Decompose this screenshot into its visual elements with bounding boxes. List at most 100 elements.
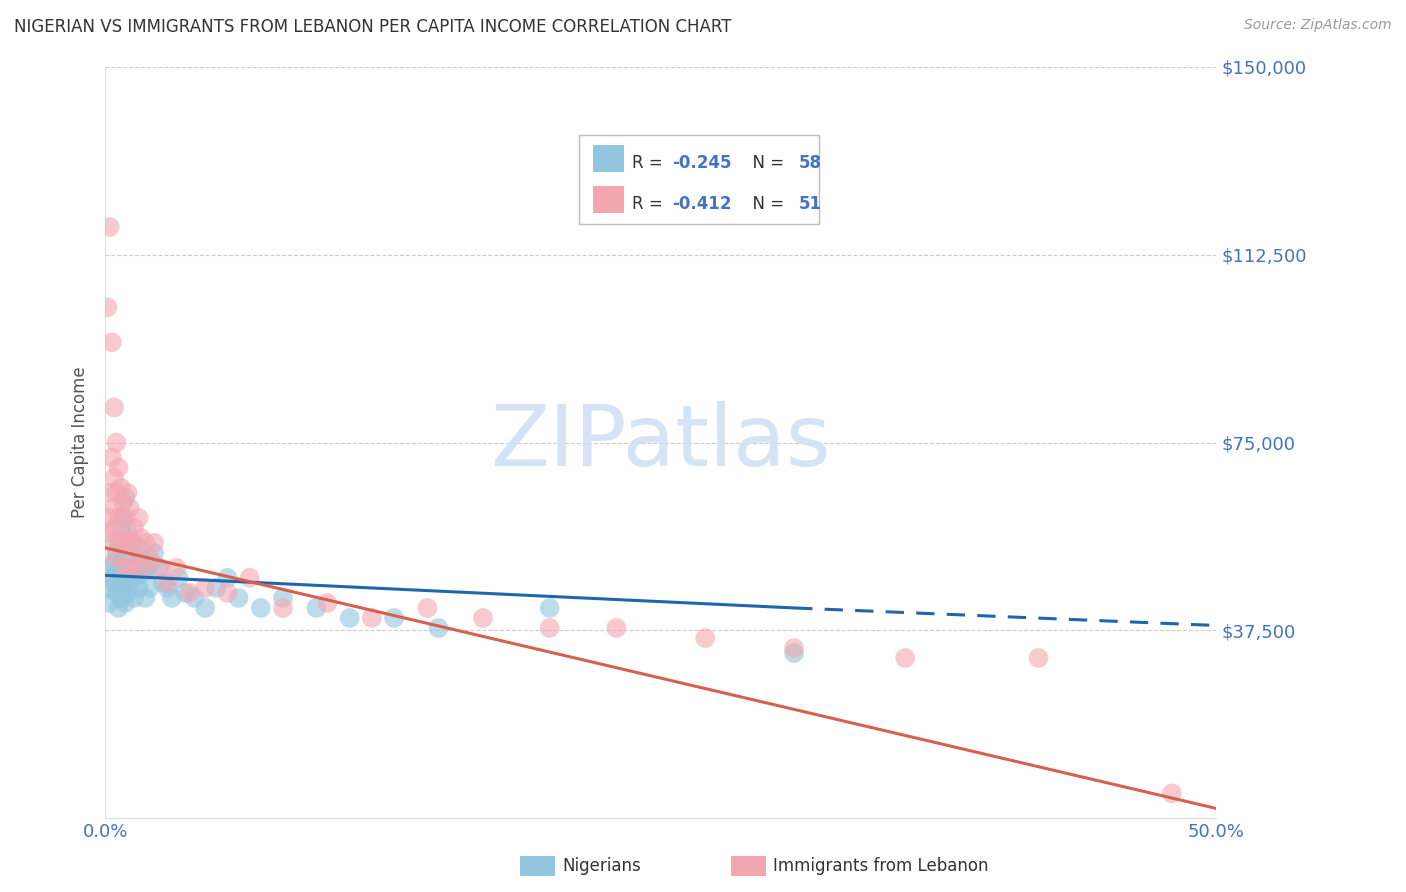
Text: Nigerians: Nigerians xyxy=(562,857,641,875)
Point xyxy=(101,561,124,575)
Point xyxy=(360,611,382,625)
Point xyxy=(695,631,717,645)
Text: -0.245: -0.245 xyxy=(672,154,731,172)
Point xyxy=(103,401,125,415)
Point xyxy=(339,611,361,625)
Point xyxy=(117,561,139,575)
Point xyxy=(1028,651,1050,665)
Point xyxy=(316,596,339,610)
Point xyxy=(205,581,228,595)
Text: R =: R = xyxy=(633,154,668,172)
Point xyxy=(105,546,128,560)
Point xyxy=(228,591,250,605)
Point xyxy=(271,601,294,615)
Point xyxy=(121,561,143,575)
Point xyxy=(305,601,328,615)
Point xyxy=(111,496,134,510)
Text: N =: N = xyxy=(742,154,789,172)
Y-axis label: Per Capita Income: Per Capita Income xyxy=(72,367,89,518)
Point xyxy=(149,561,172,575)
Text: -0.412: -0.412 xyxy=(672,195,731,213)
Point xyxy=(107,601,129,615)
Point xyxy=(416,601,439,615)
Point xyxy=(141,556,163,570)
Point xyxy=(183,591,205,605)
Point xyxy=(117,586,139,600)
Point xyxy=(136,561,159,575)
Point xyxy=(271,591,294,605)
Point xyxy=(382,611,405,625)
Point xyxy=(538,621,561,635)
Point xyxy=(118,500,141,515)
Text: Immigrants from Lebanon: Immigrants from Lebanon xyxy=(773,857,988,875)
Point xyxy=(98,485,121,500)
Point xyxy=(165,561,187,575)
Point xyxy=(128,541,150,555)
Point xyxy=(103,500,125,515)
Point xyxy=(783,646,806,660)
Point xyxy=(118,581,141,595)
Point xyxy=(103,575,125,590)
Text: NIGERIAN VS IMMIGRANTS FROM LEBANON PER CAPITA INCOME CORRELATION CHART: NIGERIAN VS IMMIGRANTS FROM LEBANON PER … xyxy=(14,18,731,36)
Point xyxy=(117,485,139,500)
Point xyxy=(114,491,136,505)
Point xyxy=(427,621,450,635)
Point xyxy=(156,575,179,590)
Point xyxy=(138,550,160,565)
Point xyxy=(114,510,136,524)
Point xyxy=(96,581,118,595)
Point xyxy=(110,481,132,495)
Point xyxy=(105,586,128,600)
Point xyxy=(132,561,155,575)
Point xyxy=(217,571,239,585)
Point xyxy=(107,460,129,475)
Text: N =: N = xyxy=(742,195,789,213)
Point xyxy=(111,581,134,595)
Point xyxy=(134,591,156,605)
Text: 51: 51 xyxy=(799,195,821,213)
Point xyxy=(105,566,128,580)
Point xyxy=(129,531,152,545)
Point xyxy=(194,601,217,615)
Point xyxy=(118,546,141,560)
Point xyxy=(122,521,145,535)
Point xyxy=(114,561,136,575)
Point xyxy=(194,581,217,595)
Point xyxy=(783,640,806,655)
Point xyxy=(117,525,139,540)
Text: Source: ZipAtlas.com: Source: ZipAtlas.com xyxy=(1244,18,1392,32)
Point xyxy=(101,450,124,465)
Point xyxy=(96,525,118,540)
Point xyxy=(249,601,271,615)
Point xyxy=(110,535,132,549)
Point xyxy=(103,556,125,570)
Point xyxy=(125,550,148,565)
Point xyxy=(605,621,627,635)
Text: R =: R = xyxy=(633,195,668,213)
Point xyxy=(121,535,143,549)
Point xyxy=(98,596,121,610)
Point xyxy=(239,571,262,585)
Point xyxy=(103,470,125,484)
Point xyxy=(110,575,132,590)
Text: 58: 58 xyxy=(799,154,821,172)
Point xyxy=(174,586,197,600)
Point xyxy=(101,335,124,350)
Point xyxy=(138,581,160,595)
Point xyxy=(128,510,150,524)
Point xyxy=(121,535,143,549)
Point xyxy=(114,571,136,585)
Point xyxy=(111,550,134,565)
Point xyxy=(148,561,170,575)
Point xyxy=(101,571,124,585)
Point xyxy=(894,651,917,665)
Text: ZIPatlas: ZIPatlas xyxy=(491,401,831,484)
Point xyxy=(105,550,128,565)
Point xyxy=(134,535,156,549)
Point xyxy=(179,586,201,600)
Point xyxy=(160,591,183,605)
Point xyxy=(167,571,190,585)
Point xyxy=(103,521,125,535)
Point xyxy=(105,435,128,450)
Point xyxy=(538,601,561,615)
